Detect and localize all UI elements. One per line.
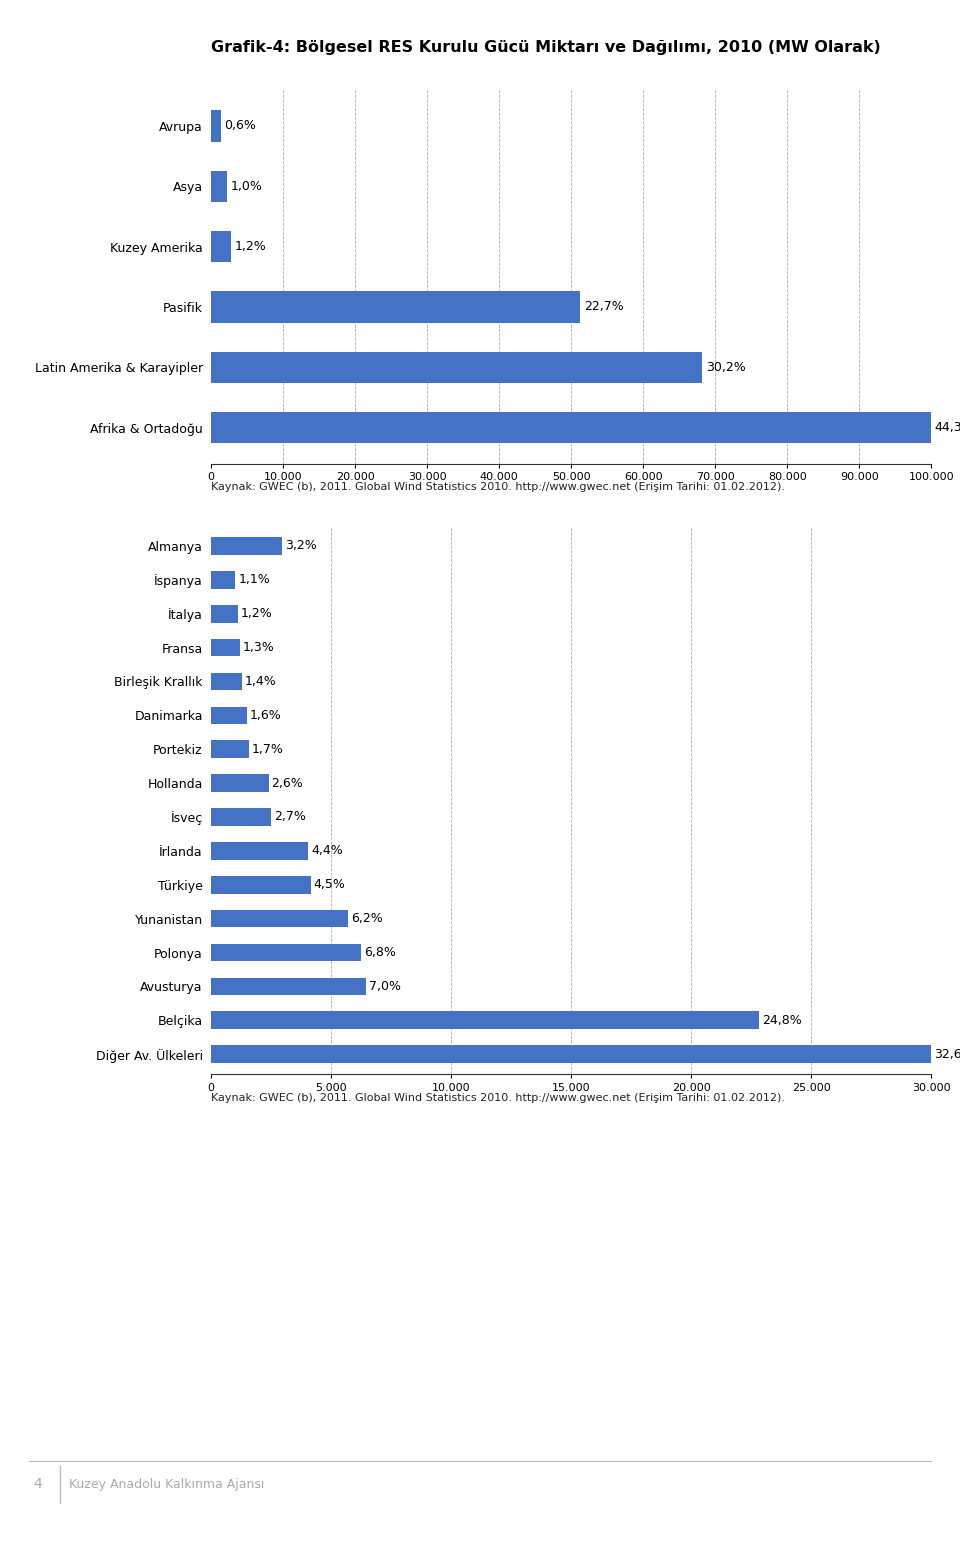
Text: 4,5%: 4,5% — [314, 878, 346, 890]
Text: 1,1%: 1,1% — [238, 574, 270, 586]
Text: 1,7%: 1,7% — [252, 742, 283, 756]
Text: 0,6%: 0,6% — [225, 119, 256, 133]
Bar — [211, 1045, 931, 1064]
Bar — [211, 909, 348, 928]
Text: 2,6%: 2,6% — [272, 776, 303, 790]
Bar — [211, 809, 271, 826]
Bar — [211, 170, 228, 203]
Text: Kuzey Anadolu Kalkınma Ajansı: Kuzey Anadolu Kalkınma Ajansı — [69, 1478, 265, 1490]
Bar — [211, 977, 366, 996]
Bar — [211, 877, 311, 894]
Text: 1,2%: 1,2% — [241, 608, 273, 620]
Bar — [211, 291, 580, 323]
Text: 6,2%: 6,2% — [351, 912, 383, 925]
Text: 22,7%: 22,7% — [584, 300, 623, 314]
Text: 1,0%: 1,0% — [231, 179, 263, 193]
Text: 32,6%: 32,6% — [934, 1048, 960, 1061]
Text: 1,2%: 1,2% — [234, 240, 266, 254]
Text: 1,3%: 1,3% — [243, 642, 275, 654]
Bar — [211, 673, 242, 690]
Bar — [211, 230, 230, 263]
Bar — [211, 843, 308, 860]
Bar — [211, 943, 361, 962]
Bar — [211, 1011, 759, 1030]
Text: 24,8%: 24,8% — [762, 1014, 802, 1027]
Text: 4,4%: 4,4% — [311, 844, 343, 858]
Text: 7,0%: 7,0% — [369, 980, 400, 993]
Text: 6,8%: 6,8% — [364, 946, 396, 959]
Bar — [211, 741, 249, 758]
Bar — [211, 638, 240, 657]
Text: Grafik-4: Bölgesel RES Kurulu Gücü Miktarı ve Dağılımı, 2010 (MW Olarak): Grafik-4: Bölgesel RES Kurulu Gücü Mikta… — [211, 40, 881, 56]
Bar — [211, 570, 235, 589]
Text: 1,6%: 1,6% — [250, 710, 281, 722]
Text: 4: 4 — [34, 1476, 42, 1492]
Bar — [211, 604, 238, 623]
Bar — [211, 110, 221, 142]
Bar — [211, 351, 702, 383]
Text: 2,7%: 2,7% — [274, 810, 305, 824]
Bar — [211, 707, 247, 724]
Text: 44,3%: 44,3% — [935, 421, 960, 434]
Text: 1,4%: 1,4% — [245, 676, 276, 688]
Bar — [211, 536, 282, 555]
Bar — [211, 775, 269, 792]
Bar — [211, 411, 931, 444]
Text: 3,2%: 3,2% — [285, 540, 317, 552]
Text: Kaynak: GWEC (b), 2011. Global Wind Statistics 2010. http://www.gwec.net (Erişim: Kaynak: GWEC (b), 2011. Global Wind Stat… — [211, 482, 785, 492]
Text: 30,2%: 30,2% — [706, 360, 745, 374]
Text: Kaynak: GWEC (b), 2011. Global Wind Statistics 2010. http://www.gwec.net (Erişim: Kaynak: GWEC (b), 2011. Global Wind Stat… — [211, 1093, 785, 1102]
